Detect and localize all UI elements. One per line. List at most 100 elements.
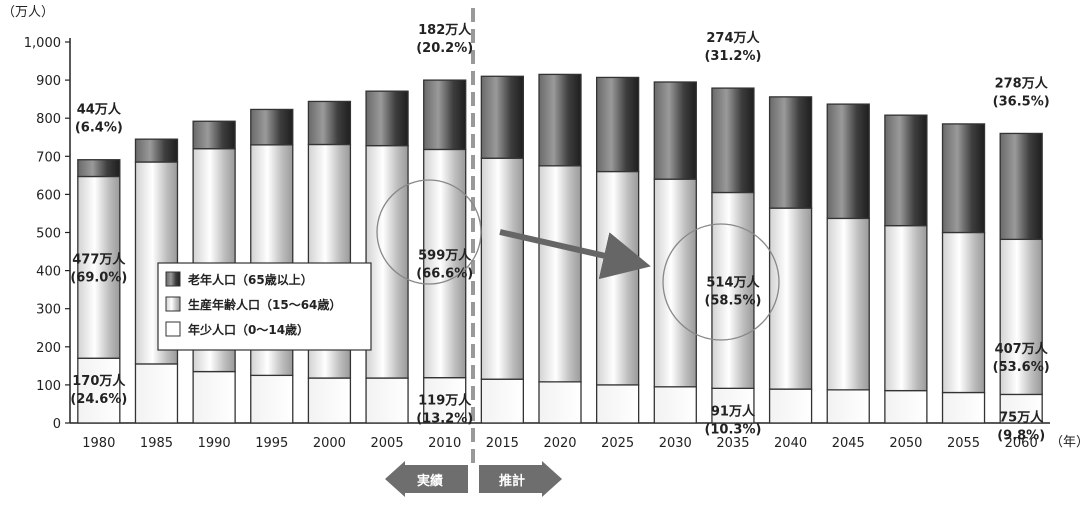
bar-elderly-2000 — [307, 100, 352, 146]
data-label-2060: 75万人 — [999, 409, 1044, 425]
data-label-1980: (69.0%) — [70, 270, 127, 285]
bar-working-age-2050 — [884, 224, 928, 392]
actual-arrow — [385, 461, 468, 497]
data-label-2035: 91万人 — [711, 403, 756, 419]
legend-label-elderly: 老年人口（65歳以上） — [188, 272, 313, 287]
data-label-2035: 514万人 — [706, 274, 760, 290]
bar-working-age-2030 — [653, 178, 697, 388]
bar-youth-2045 — [826, 389, 870, 424]
y-tick-label: 0 — [53, 417, 61, 432]
bar-youth-1980 — [77, 357, 121, 424]
y-tick-label: 200 — [36, 341, 61, 356]
x-tick-label: 2025 — [601, 436, 634, 451]
y-tick-label: 1,000 — [24, 36, 61, 51]
y-tick-label: 900 — [36, 74, 61, 89]
legend-label-youth: 年少人口（0～14歳） — [188, 322, 309, 337]
bar-working-age-2045 — [826, 217, 870, 391]
bar-elderly-2040 — [768, 96, 813, 209]
bar-elderly-1990 — [192, 120, 236, 150]
data-label-1980: 170万人 — [72, 373, 126, 389]
bar-elderly-2045 — [826, 103, 870, 220]
legend-swatch-youth — [165, 321, 181, 337]
x-tick-label: 2050 — [889, 436, 922, 451]
x-tick-label: 1990 — [198, 436, 231, 451]
bar-elderly-1985 — [134, 138, 179, 163]
bar-youth-2015 — [480, 378, 525, 424]
period-arrows: 実績 推計 — [385, 461, 562, 497]
bar-elderly-2020 — [538, 73, 582, 167]
projection-label: 推計 — [499, 473, 525, 489]
bar-youth-2010 — [423, 377, 467, 424]
x-tick-label: 1980 — [82, 436, 115, 451]
trend-arrow — [499, 229, 651, 280]
projection-arrow — [479, 461, 562, 497]
data-label-2010: 182万人 — [418, 22, 472, 38]
bar-working-age-2060 — [999, 238, 1043, 396]
y-axis-unit: （万人） — [2, 5, 54, 20]
x-tick-label: 2040 — [774, 436, 807, 451]
bar-working-age-2020 — [538, 165, 582, 383]
bar-youth-2060 — [999, 393, 1043, 424]
data-label-2060: 407万人 — [995, 341, 1049, 357]
y-tick-label: 300 — [36, 303, 61, 318]
data-label-2010: 599万人 — [418, 248, 472, 264]
data-label-1980: (24.6%) — [70, 392, 127, 407]
bar-youth-1985 — [134, 363, 179, 424]
data-label-1980: 477万人 — [72, 251, 126, 267]
bar-youth-2030 — [653, 386, 697, 424]
data-label-1980: 44万人 — [77, 102, 122, 118]
bar-youth-2055 — [941, 391, 986, 424]
x-tick-label: 2000 — [313, 436, 346, 451]
x-tick-label: 1985 — [140, 436, 173, 451]
bars — [77, 73, 1043, 424]
bar-elderly-2015 — [480, 75, 525, 159]
bar-elderly-2010 — [423, 79, 467, 151]
bar-working-age-2040 — [768, 207, 813, 390]
x-tick-label: 2030 — [659, 436, 692, 451]
data-label-2035: (58.5%) — [704, 293, 761, 308]
data-label-2010: (13.2%) — [416, 412, 473, 427]
bar-working-age-2025 — [595, 170, 640, 386]
actual-label: 実績 — [417, 473, 443, 489]
data-label-2060: (9.8%) — [997, 428, 1045, 443]
legend-swatch-working — [165, 296, 181, 312]
x-tick-label: 2015 — [486, 436, 519, 451]
y-tick-label: 600 — [36, 188, 61, 203]
bar-elderly-2060 — [999, 132, 1043, 241]
bar-youth-2020 — [538, 381, 582, 424]
bar-working-age-2055 — [941, 231, 986, 394]
x-tick-labels: 1980 1985 1990 1995 2000 2005 2010 2015 2020 2025… — [82, 436, 1037, 451]
x-tick-label: 2035 — [716, 436, 749, 451]
bar-elderly-1980 — [77, 159, 121, 178]
data-label-2035: (10.3%) — [704, 422, 761, 437]
y-tick-label: 800 — [36, 112, 61, 127]
bar-elderly-2035 — [711, 87, 755, 194]
legend: 老年人口（65歳以上） 生産年齢人口（15～64歳） 年少人口（0～14歳） — [157, 262, 372, 351]
x-tick-label: 2045 — [832, 436, 865, 451]
bar-youth-1990 — [192, 370, 236, 424]
data-label-2035: 274万人 — [706, 30, 760, 46]
data-label-2010: (20.2%) — [416, 41, 473, 56]
bar-elderly-2025 — [595, 76, 640, 173]
data-label-1980: (6.4%) — [75, 121, 123, 136]
y-tick-label: 700 — [36, 150, 61, 165]
highlight-circle-2035 — [662, 223, 780, 341]
bar-youth-2050 — [884, 389, 928, 424]
bar-elderly-1995 — [250, 108, 294, 146]
bar-elderly-2030 — [653, 81, 697, 180]
bar-elderly-2005 — [365, 90, 409, 147]
bar-youth-1995 — [250, 374, 294, 424]
x-tick-label: 2005 — [371, 436, 404, 451]
bar-youth-2005 — [365, 377, 409, 424]
bar-youth-2025 — [595, 384, 640, 424]
x-axis-unit: （年） — [1050, 435, 1089, 450]
y-tick-label: 400 — [36, 265, 61, 280]
x-tick-label: 2055 — [947, 436, 980, 451]
bar-youth-2040 — [768, 388, 813, 424]
legend-label-working: 生産年齢人口（15～64歳） — [188, 297, 341, 312]
annotations: 44万人 (6.4%) 477万人 (69.0%) 170万人 (24.6%) 182万人 (… — [70, 22, 1049, 443]
x-tick-label: 2060 — [1005, 436, 1038, 451]
y-tick-label: 500 — [36, 227, 61, 242]
bar-working-age-1980 — [77, 175, 121, 359]
